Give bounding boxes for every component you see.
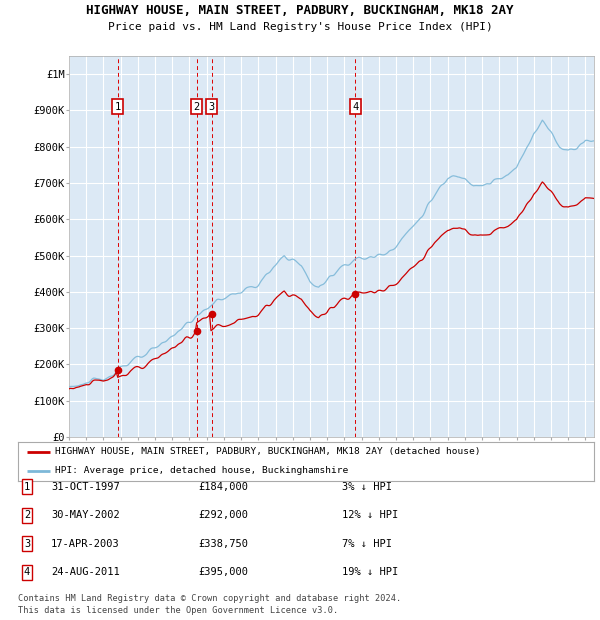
Text: 24-AUG-2011: 24-AUG-2011 — [51, 567, 120, 577]
Text: 1: 1 — [24, 482, 30, 492]
Text: £184,000: £184,000 — [198, 482, 248, 492]
Text: 4: 4 — [352, 102, 359, 112]
Text: This data is licensed under the Open Government Licence v3.0.: This data is licensed under the Open Gov… — [18, 606, 338, 615]
Text: 17-APR-2003: 17-APR-2003 — [51, 539, 120, 549]
Text: HIGHWAY HOUSE, MAIN STREET, PADBURY, BUCKINGHAM, MK18 2AY (detached house): HIGHWAY HOUSE, MAIN STREET, PADBURY, BUC… — [55, 447, 481, 456]
Text: 2: 2 — [24, 510, 30, 520]
Text: 30-MAY-2002: 30-MAY-2002 — [51, 510, 120, 520]
Text: 31-OCT-1997: 31-OCT-1997 — [51, 482, 120, 492]
Text: HIGHWAY HOUSE, MAIN STREET, PADBURY, BUCKINGHAM, MK18 2AY: HIGHWAY HOUSE, MAIN STREET, PADBURY, BUC… — [86, 4, 514, 17]
Text: 2: 2 — [193, 102, 200, 112]
Text: 19% ↓ HPI: 19% ↓ HPI — [342, 567, 398, 577]
Text: 4: 4 — [24, 567, 30, 577]
Text: 3: 3 — [209, 102, 215, 112]
Text: £395,000: £395,000 — [198, 567, 248, 577]
Text: HPI: Average price, detached house, Buckinghamshire: HPI: Average price, detached house, Buck… — [55, 466, 349, 476]
Text: 7% ↓ HPI: 7% ↓ HPI — [342, 539, 392, 549]
Text: Price paid vs. HM Land Registry's House Price Index (HPI): Price paid vs. HM Land Registry's House … — [107, 22, 493, 32]
Text: 3: 3 — [24, 539, 30, 549]
Text: £292,000: £292,000 — [198, 510, 248, 520]
Text: 1: 1 — [115, 102, 121, 112]
Text: £338,750: £338,750 — [198, 539, 248, 549]
Text: 3% ↓ HPI: 3% ↓ HPI — [342, 482, 392, 492]
Text: 12% ↓ HPI: 12% ↓ HPI — [342, 510, 398, 520]
Text: Contains HM Land Registry data © Crown copyright and database right 2024.: Contains HM Land Registry data © Crown c… — [18, 593, 401, 603]
